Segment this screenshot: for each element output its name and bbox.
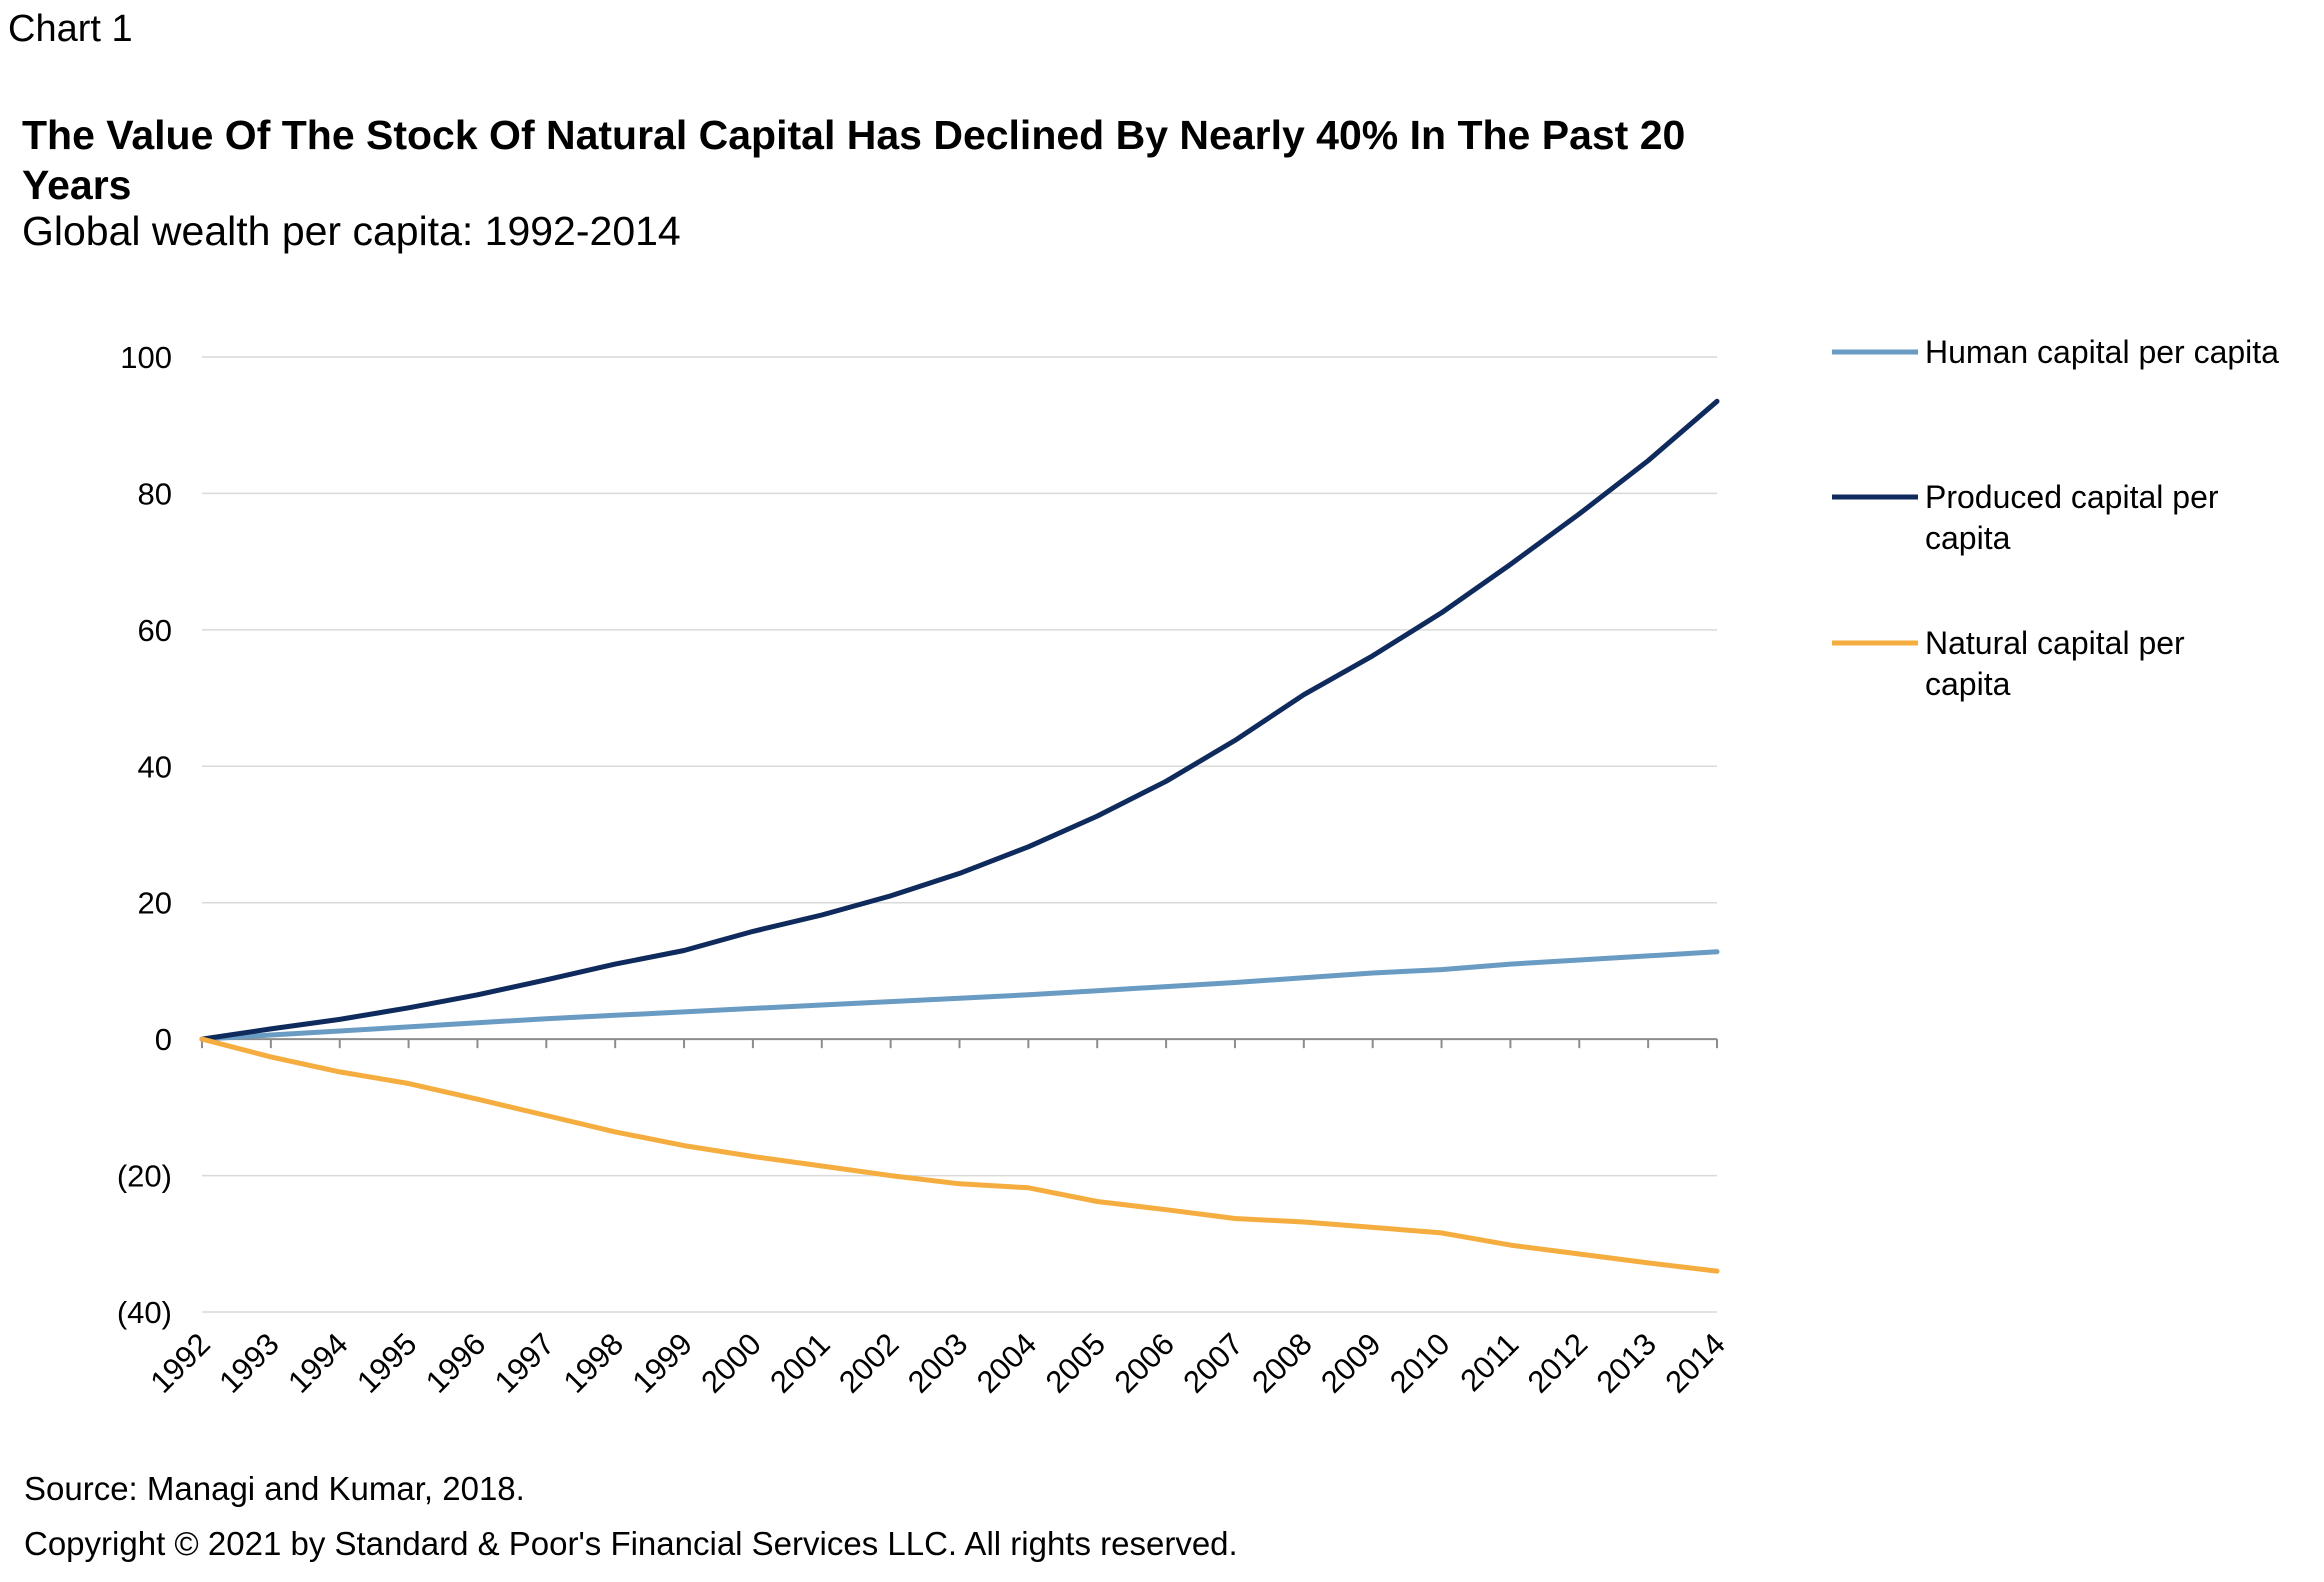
x-tick-label: 2004 bbox=[970, 1326, 1044, 1400]
y-tick-label: 0 bbox=[155, 1022, 172, 1057]
legend-item: Natural capital per capita bbox=[1832, 625, 2185, 702]
x-tick-label: 1992 bbox=[143, 1326, 217, 1400]
x-tick-label: 2002 bbox=[832, 1326, 906, 1400]
y-tick-label: 60 bbox=[138, 613, 172, 648]
legend-item: Human capital per capita bbox=[1832, 334, 2279, 370]
x-tick-label: 2008 bbox=[1245, 1326, 1319, 1400]
y-tick-label: 100 bbox=[120, 340, 172, 375]
source-note: Source: Managi and Kumar, 2018. bbox=[24, 1470, 525, 1507]
x-tick-label: 1999 bbox=[625, 1326, 699, 1400]
y-tick-label: (20) bbox=[117, 1159, 172, 1194]
y-tick-label: 20 bbox=[138, 886, 172, 921]
x-tick-label: 2009 bbox=[1314, 1326, 1388, 1400]
x-tick-label: 2000 bbox=[694, 1326, 768, 1400]
copyright-note: Copyright © 2021 by Standard & Poor's Fi… bbox=[24, 1525, 1238, 1562]
chart-title: The Value Of The Stock Of Natural Capita… bbox=[22, 112, 1686, 208]
x-tick-label: 2003 bbox=[901, 1326, 975, 1400]
x-tick-label: 2011 bbox=[1453, 1326, 1525, 1398]
series-line bbox=[199, 398, 1720, 1042]
series-line bbox=[199, 1036, 1720, 1274]
y-tick-label: 40 bbox=[138, 749, 172, 784]
x-tick-label: 1997 bbox=[488, 1326, 562, 1400]
gridlines bbox=[202, 356, 1717, 1313]
chart-subtitle: Global wealth per capita: 1992-2014 bbox=[22, 208, 681, 254]
x-tick-label: 1995 bbox=[350, 1326, 424, 1400]
x-tick-label: 1993 bbox=[212, 1326, 286, 1400]
x-tick-label: 2007 bbox=[1176, 1326, 1250, 1400]
x-tick-label: 2013 bbox=[1590, 1326, 1664, 1400]
legend: Human capital per capita Produced capital… bbox=[1832, 334, 2279, 702]
y-tick-label: 80 bbox=[138, 476, 172, 511]
legend-label: Natural capital per capita bbox=[1925, 625, 2185, 702]
chart-number-label: Chart 1 bbox=[8, 8, 133, 50]
x-tick-label: 2006 bbox=[1108, 1326, 1182, 1400]
legend-label: Human capital per capita bbox=[1925, 334, 2279, 370]
x-tick-label: 1998 bbox=[557, 1326, 631, 1400]
x-tick-label: 2001 bbox=[763, 1326, 837, 1400]
legend-item: Produced capital per capita bbox=[1832, 479, 2219, 556]
x-tick-label: 2014 bbox=[1658, 1326, 1732, 1400]
x-tick-label: 1994 bbox=[281, 1326, 355, 1400]
series-line bbox=[199, 949, 1720, 1042]
x-tick-label: 2005 bbox=[1039, 1326, 1113, 1400]
x-tick-label: 2012 bbox=[1521, 1326, 1595, 1400]
x-tick-label: 1996 bbox=[419, 1326, 493, 1400]
legend-label: Produced capital per capita bbox=[1925, 479, 2219, 556]
series-lines bbox=[199, 398, 1720, 1274]
x-tick-label: 2010 bbox=[1383, 1326, 1457, 1400]
y-tick-label: (40) bbox=[117, 1295, 172, 1330]
